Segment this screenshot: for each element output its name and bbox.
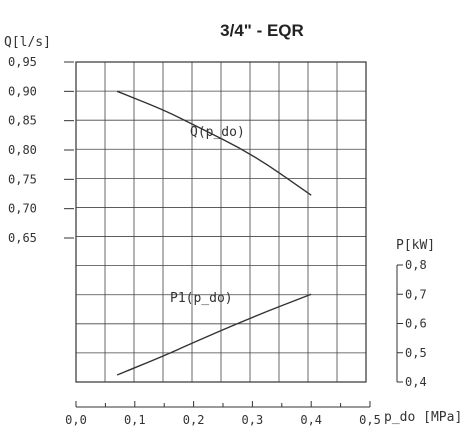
x-axis-tick-label: 0,1 bbox=[124, 413, 146, 427]
left-axis-tick-label: 0,95 bbox=[8, 55, 37, 69]
series-line-q bbox=[116, 90, 312, 196]
left-axis: 0,95 0,90 0,85 0,80 0,75 0,70 0,65 bbox=[8, 55, 74, 245]
series-label-p1: P1(p_do) bbox=[170, 291, 233, 306]
chart-title: 3/4" - EQR bbox=[220, 21, 304, 40]
left-axis-tick-label: 0,75 bbox=[8, 172, 37, 186]
series-line-p1 bbox=[116, 293, 312, 376]
plot-frame bbox=[75, 61, 367, 383]
left-axis-tick-label: 0,65 bbox=[8, 231, 37, 245]
right-axis-tick-label: 0,5 bbox=[405, 346, 427, 360]
x-axis: 0,0 0,1 0,2 0,3 0,4 0,5 bbox=[65, 401, 381, 427]
right-axis-tick-label: 0,6 bbox=[405, 317, 427, 331]
x-axis-tick-label: 0,3 bbox=[242, 413, 264, 427]
series-label-q: Q(p_do) bbox=[190, 125, 245, 140]
right-axis-tick-label: 0,8 bbox=[405, 258, 427, 272]
plot-grid bbox=[76, 62, 366, 382]
left-axis-tick-label: 0,80 bbox=[8, 143, 37, 157]
x-axis-tick-label: 0,2 bbox=[183, 413, 205, 427]
series-group: Q(p_do) P1(p_do) bbox=[116, 90, 312, 376]
x-axis-tick-label: 0,5 bbox=[359, 413, 381, 427]
x-axis-tick-label: 0,4 bbox=[300, 413, 322, 427]
left-axis-tick-label: 0,85 bbox=[8, 114, 37, 128]
right-axis-tick-label: 0,7 bbox=[405, 287, 427, 301]
left-axis-tick-label: 0,70 bbox=[8, 202, 37, 216]
x-axis-tick-label: 0,0 bbox=[65, 413, 87, 427]
right-axis-tick-label: 0,4 bbox=[405, 375, 427, 389]
right-axis-label: P[kW] bbox=[396, 238, 435, 253]
left-axis-label: Q[l/s] bbox=[4, 35, 51, 50]
right-axis: 0,8 0,7 0,6 0,5 0,4 bbox=[396, 258, 427, 389]
x-axis-label: p_do [MPa] bbox=[384, 410, 460, 425]
left-axis-tick-label: 0,90 bbox=[8, 84, 37, 98]
